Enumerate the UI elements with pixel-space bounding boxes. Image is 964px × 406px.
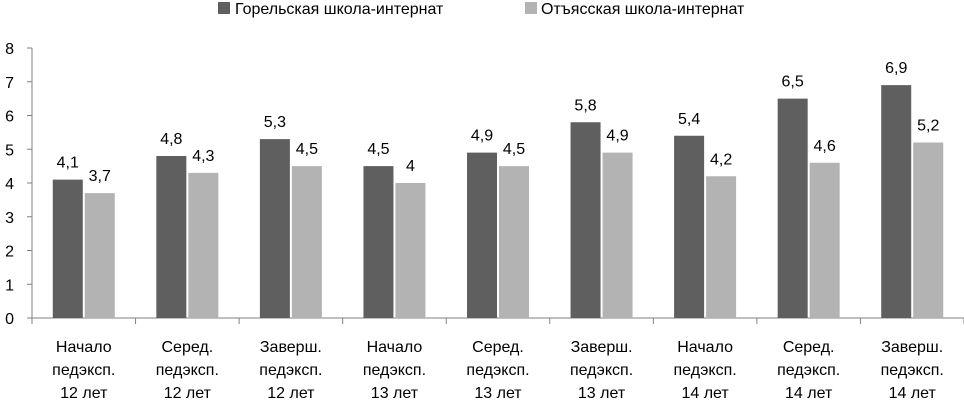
- bar: [570, 122, 601, 318]
- bar: [84, 193, 115, 318]
- y-tick-label: 8: [5, 41, 14, 58]
- y-tick-label: 3: [5, 210, 14, 227]
- data-label: 4,5: [296, 141, 318, 158]
- x-tick-label: Серед.: [161, 339, 213, 356]
- bar: [674, 135, 705, 318]
- x-tick-label: 13 лет: [474, 385, 522, 401]
- data-label: 6,9: [885, 60, 907, 77]
- y-tick-label: 4: [5, 176, 14, 193]
- x-tick-label: Серед.: [783, 339, 835, 356]
- x-tick-label: педэксп.: [156, 362, 219, 379]
- data-label: 4,5: [367, 141, 389, 158]
- x-tick-label: 14 лет: [681, 385, 729, 401]
- y-tick-label: 2: [5, 244, 14, 261]
- x-tick-label: Заверш.: [260, 339, 322, 356]
- data-label: 5,2: [917, 118, 939, 135]
- bar: [259, 139, 290, 318]
- x-tick-label: 12 лет: [164, 385, 212, 401]
- data-label: 4,1: [57, 155, 79, 172]
- data-label: 4,9: [606, 128, 628, 145]
- x-tick-label: 12 лет: [60, 385, 108, 401]
- data-label: 5,8: [574, 97, 596, 114]
- bar: [499, 166, 529, 318]
- data-label: 4,3: [192, 148, 214, 165]
- data-label: 5,3: [264, 114, 286, 131]
- bar: [881, 85, 912, 318]
- x-tick-label: Заверш.: [881, 339, 943, 356]
- x-tick-label: Начало: [677, 339, 733, 356]
- data-label: 4,9: [471, 128, 493, 145]
- legend: Горельская школа-интернат Отъясская школ…: [218, 1, 745, 18]
- legend-swatch-otyasskaya: [525, 2, 537, 14]
- data-label: 4: [406, 158, 415, 175]
- bar: [777, 98, 808, 318]
- x-tick-label: педэксп.: [466, 362, 529, 379]
- data-label: 4,8: [160, 131, 182, 148]
- x-tick-label: 13 лет: [578, 385, 626, 401]
- data-label: 6,5: [782, 74, 804, 91]
- axes: 0 1 2 3 4 5 6 7 8: [5, 41, 964, 328]
- x-tick-label: Серед.: [472, 339, 524, 356]
- bar: [363, 166, 394, 318]
- x-tick-label: 12 лет: [267, 385, 315, 401]
- y-tick-label: 0: [5, 311, 14, 328]
- x-tick-label: педэксп.: [674, 362, 737, 379]
- data-label: 5,4: [678, 111, 700, 128]
- bar: [291, 166, 322, 318]
- x-tick-label: Начало: [56, 339, 112, 356]
- data-label: 4,5: [503, 141, 525, 158]
- bar: [913, 142, 944, 318]
- value-labels: 4,1 3,7 4,8 4,3 5,3 4,5 4,5 4 4,9 4,5 5,8 4,9 5,4 4,2…: [57, 60, 940, 185]
- y-tick-label: 7: [5, 75, 14, 92]
- y-tick-label: 6: [5, 109, 14, 126]
- x-axis-labels: Начало педэксп. 12 лет Серед. педэксп. 12 лет…: [52, 339, 944, 402]
- bars: [52, 85, 944, 318]
- bar: [52, 179, 83, 318]
- x-tick-label: педэксп.: [570, 362, 633, 379]
- bar: [395, 183, 426, 318]
- bar: [188, 172, 219, 318]
- data-label: 4,2: [710, 151, 732, 168]
- x-tick-label: Начало: [367, 339, 423, 356]
- data-label: 4,6: [814, 138, 836, 155]
- x-tick-label: педэксп.: [363, 362, 426, 379]
- x-tick-label: педэксп.: [259, 362, 322, 379]
- x-tick-label: педэксп.: [881, 362, 944, 379]
- y-tick-label: 1: [5, 277, 14, 294]
- legend-label-otyasskaya: Отъясская школа-интернат: [541, 1, 745, 18]
- x-tick-label: 14 лет: [785, 385, 833, 401]
- x-tick-label: 14 лет: [889, 385, 937, 401]
- bar: [602, 152, 633, 318]
- bar: [467, 152, 497, 318]
- x-tick-label: Заверш.: [571, 339, 633, 356]
- data-label: 3,7: [89, 168, 111, 185]
- legend-label-gorelskaya: Горельская школа-интернат: [235, 1, 444, 18]
- x-tick-label: 13 лет: [371, 385, 419, 401]
- x-tick-label: педэксп.: [52, 362, 115, 379]
- y-tick-label: 5: [5, 142, 14, 159]
- bar: [809, 162, 840, 318]
- bar: [706, 176, 737, 318]
- bar: [156, 156, 187, 318]
- legend-swatch-gorelskaya: [218, 2, 230, 14]
- x-tick-label: педэксп.: [777, 362, 840, 379]
